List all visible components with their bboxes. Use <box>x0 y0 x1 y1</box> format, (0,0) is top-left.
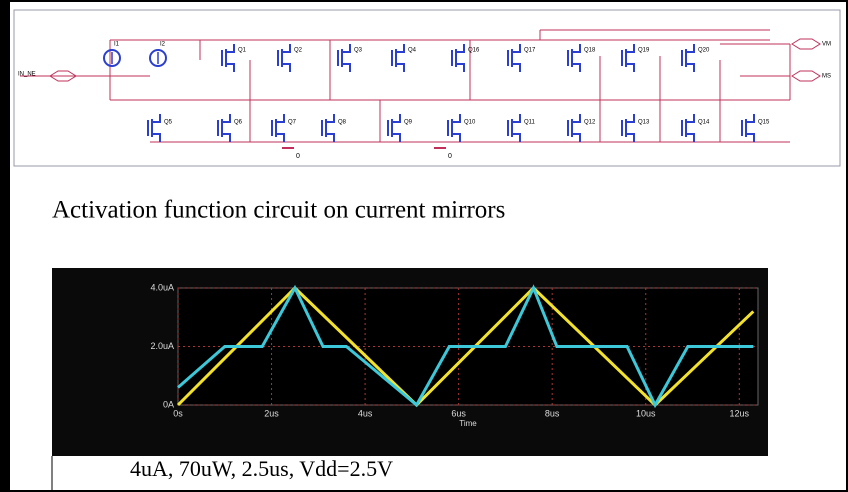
transistor <box>452 114 461 123</box>
transistor <box>226 63 235 72</box>
transistor <box>152 114 161 123</box>
y-tick-label: 0A <box>163 399 174 409</box>
transistor <box>452 133 461 142</box>
port <box>791 38 821 50</box>
transistor <box>512 63 521 72</box>
source-label: I2 <box>160 42 166 48</box>
transistor <box>276 133 285 142</box>
caption: Activation function circuit on current m… <box>52 197 505 224</box>
transistor <box>396 44 405 53</box>
transistor-label: Q19 <box>638 48 650 54</box>
transistor-label: Q5 <box>164 120 173 126</box>
current-source <box>149 49 167 67</box>
transistor-label: Q18 <box>584 48 596 54</box>
transistor-label: Q1 <box>238 48 247 54</box>
port-label: VM <box>822 42 831 48</box>
transistor <box>746 114 755 123</box>
transistor <box>342 63 351 72</box>
schematic-box <box>13 9 841 167</box>
transistor <box>512 114 521 123</box>
transistor <box>746 133 755 142</box>
x-tick-label: 2us <box>264 408 279 418</box>
transistor <box>572 44 581 53</box>
transistor <box>396 63 405 72</box>
transistor-label: Q9 <box>404 120 413 126</box>
port <box>791 70 821 82</box>
x-tick-label: 12us <box>730 408 750 418</box>
transistor-label: Q4 <box>408 48 417 54</box>
x-tick-label: 6us <box>451 408 466 418</box>
transistor <box>326 133 335 142</box>
port-label: MS <box>822 74 831 80</box>
transistor <box>626 63 635 72</box>
transistor <box>626 44 635 53</box>
port-label: IN_NE <box>18 72 36 78</box>
caption: 4uA, 70uW, 2.5us, Vdd=2.5V <box>130 456 393 481</box>
x-tick-label: 4us <box>358 408 373 418</box>
transistor <box>282 63 291 72</box>
transistor <box>222 133 231 142</box>
series-line <box>177 284 754 409</box>
transistor <box>392 114 401 123</box>
transistor <box>626 133 635 142</box>
transistor-label: Q20 <box>698 48 710 54</box>
transistor-label: Q17 <box>524 48 536 54</box>
transistor-label: Q13 <box>638 120 650 126</box>
transistor-label: Q8 <box>338 120 347 126</box>
transistor <box>686 114 695 123</box>
ground-label: 0 <box>296 153 300 160</box>
transistor-label: Q2 <box>294 48 303 54</box>
transistor-label: Q6 <box>234 120 243 126</box>
transistor <box>456 63 465 72</box>
transistor <box>282 44 291 53</box>
transistor <box>342 44 351 53</box>
transistor <box>686 63 695 72</box>
transistor <box>392 133 401 142</box>
transistor <box>572 63 581 72</box>
transistor <box>326 114 335 123</box>
transistor <box>226 44 235 53</box>
transistor <box>276 114 285 123</box>
x-axis-label: Time <box>459 419 477 428</box>
transistor-label: Q16 <box>468 48 480 54</box>
transistor-label: Q12 <box>584 120 596 126</box>
transistor-label: Q7 <box>288 120 297 126</box>
transistor-label: Q11 <box>524 120 536 126</box>
current-source <box>103 49 121 67</box>
x-tick-label: 10us <box>636 408 656 418</box>
transistor <box>572 114 581 123</box>
transistor-label: Q3 <box>354 48 363 54</box>
transistor <box>626 114 635 123</box>
transistor-label: Q10 <box>464 120 476 126</box>
transistor-label: Q14 <box>698 120 710 126</box>
transistor <box>512 133 521 142</box>
transistor-label: Q15 <box>758 120 770 126</box>
left-bar <box>0 0 10 492</box>
x-tick-label: 0s <box>173 408 183 418</box>
y-tick-label: 2.0uA <box>150 341 174 351</box>
transistor <box>222 114 231 123</box>
transistor <box>686 133 695 142</box>
source-label: I1 <box>114 42 120 48</box>
x-tick-label: 8us <box>545 408 560 418</box>
transistor <box>456 44 465 53</box>
transistor <box>572 133 581 142</box>
y-tick-label: 4.0uA <box>150 282 174 292</box>
transistor <box>152 133 161 142</box>
transistor <box>512 44 521 53</box>
ground-label: 0 <box>448 153 452 160</box>
transistor <box>686 44 695 53</box>
port <box>49 70 77 82</box>
